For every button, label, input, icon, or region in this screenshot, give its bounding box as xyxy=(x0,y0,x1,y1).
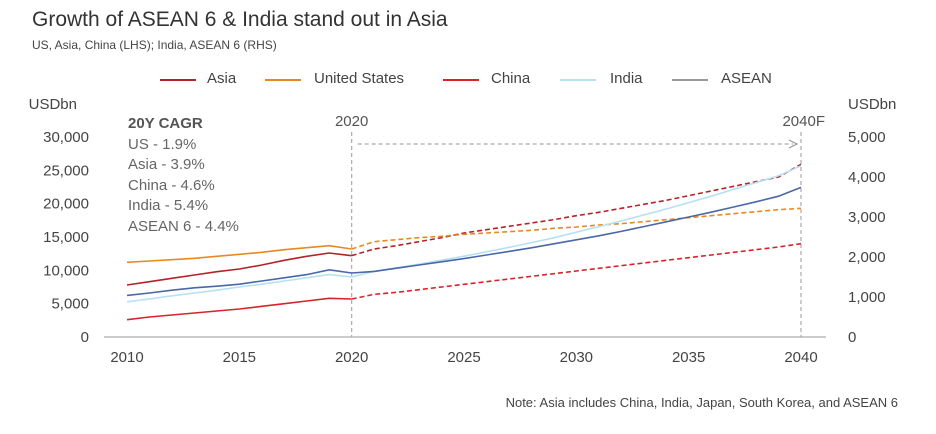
cagr-china: China - 4.6% xyxy=(128,176,215,194)
cagr-asia: Asia - 3.9% xyxy=(128,156,205,173)
left-tick-label-4: 20,000 xyxy=(43,196,89,213)
x-tick-label-2035: 2035 xyxy=(672,349,705,366)
legend-label-china: China xyxy=(491,70,531,87)
legend-swatch-india xyxy=(560,79,596,81)
right-tick-label-3: 3,000 xyxy=(848,209,886,226)
x-tick-label-2015: 2015 xyxy=(223,349,256,366)
legend-label-united-states: United States xyxy=(314,70,405,87)
cagr-us: US - 1.9% xyxy=(128,135,197,153)
series-line-china-historical xyxy=(126,297,352,321)
series-line-united-states-historical xyxy=(126,244,352,264)
left-axis-label: USDbn xyxy=(29,96,77,113)
right-axis-label: USDbn xyxy=(848,96,896,113)
left-tick-label-0: 0 xyxy=(81,329,89,346)
marker-label-2020: 2020 xyxy=(335,113,368,130)
x-tick-label-2010: 2010 xyxy=(110,349,143,366)
left-tick-label-1: 5,000 xyxy=(51,296,89,313)
right-tick-label-2: 2,000 xyxy=(848,249,886,266)
left-tick-label-6: 30,000 xyxy=(43,129,89,146)
left-tick-label-2: 10,000 xyxy=(43,262,89,279)
cagr-india: India - 5.4% xyxy=(128,197,209,214)
cagr-title: 20Y CAGR xyxy=(128,115,203,132)
legend: Asia United States China India ASEAN xyxy=(0,70,936,90)
series-line-india-historical xyxy=(126,273,352,303)
series-line-india-forecast xyxy=(351,165,802,278)
chart-title: Growth of ASEAN 6 & India stand out in A… xyxy=(32,8,448,31)
legend-swatch-china xyxy=(443,79,479,81)
x-tick-label-2020: 2020 xyxy=(335,349,368,366)
right-tick-label-0: 0 xyxy=(848,329,856,346)
legend-swatch-asia xyxy=(160,79,196,81)
x-tick-label-2025: 2025 xyxy=(447,349,480,366)
series-line-asia-forecast xyxy=(351,163,802,257)
series-line-united-states-forecast xyxy=(351,207,802,250)
left-tick-label-5: 25,000 xyxy=(43,162,89,179)
x-tick-label-2040: 2040 xyxy=(784,349,817,366)
marker-label-2040F: 2040F xyxy=(782,113,825,130)
chart-subtitle: US, Asia, China (LHS); India, ASEAN 6 (R… xyxy=(32,38,277,52)
chart-note: Note: Asia includes China, India, Japan,… xyxy=(505,395,898,410)
legend-label-asia: Asia xyxy=(207,70,237,87)
series-line-asean-historical xyxy=(126,268,352,297)
series-line-asia-historical xyxy=(126,252,352,286)
x-tick-label-2030: 2030 xyxy=(560,349,593,366)
legend-label-asean: ASEAN xyxy=(721,70,772,87)
cagr-annotation: 20Y CAGR US - 1.9% Asia - 3.9% China - 4… xyxy=(128,114,239,237)
right-tick-label-1: 1,000 xyxy=(848,289,886,306)
cagr-asean: ASEAN 6 - 4.4% xyxy=(128,217,239,235)
left-tick-label-3: 15,000 xyxy=(43,229,89,246)
legend-swatch-asean xyxy=(672,79,708,81)
legend-label-india: India xyxy=(610,70,643,87)
series-line-china-forecast xyxy=(351,242,802,300)
forecast-arrow-head xyxy=(788,139,799,149)
right-tick-label-4: 4,000 xyxy=(848,169,886,186)
right-tick-label-5: 5,000 xyxy=(848,129,886,146)
legend-swatch-united-states xyxy=(265,79,301,81)
series-line-asean-forecast xyxy=(351,186,802,274)
